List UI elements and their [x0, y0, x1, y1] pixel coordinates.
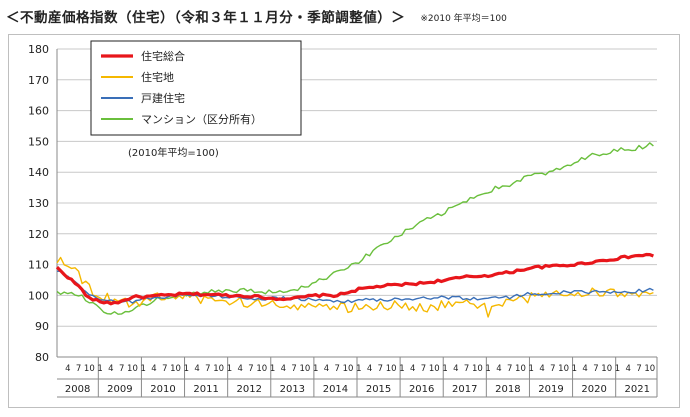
month-tick-label: 1 — [529, 364, 534, 374]
month-tick-label: 4 — [539, 364, 544, 374]
month-tick-label: 4 — [151, 364, 156, 374]
month-tick-label: 1 — [270, 364, 275, 374]
month-tick-label: 7 — [378, 364, 383, 374]
month-tick-label: 7 — [76, 364, 81, 374]
month-tick-label: 1 — [313, 364, 318, 374]
month-tick-label: 7 — [248, 364, 253, 374]
year-label: 2013 — [280, 384, 305, 395]
legend-label-0: 住宅総合 — [141, 49, 185, 63]
month-tick-label: 4 — [453, 364, 458, 374]
year-label: 2021 — [625, 384, 650, 395]
month-tick-label: 1 — [97, 364, 102, 374]
month-tick-label: 4 — [238, 364, 243, 374]
y-tick-label: 100 — [28, 289, 49, 302]
y-tick-label: 170 — [28, 74, 49, 87]
month-tick-label: 7 — [291, 364, 296, 374]
month-tick-label: 4 — [626, 364, 631, 374]
y-tick-label: 110 — [28, 259, 49, 272]
month-tick-label: 10 — [429, 364, 440, 374]
series-line-3 — [56, 142, 654, 315]
month-tick-label: 10 — [644, 364, 655, 374]
month-tick-label: 10 — [343, 364, 354, 374]
month-tick-label: 1 — [141, 364, 146, 374]
month-tick-label: 1 — [184, 364, 189, 374]
month-tick-label: 7 — [162, 364, 167, 374]
month-tick-label: 4 — [108, 364, 113, 374]
month-tick-label: 10 — [386, 364, 397, 374]
legend-label-2: 戸建住宅 — [141, 91, 185, 105]
month-tick-label: 10 — [170, 364, 181, 374]
month-tick-label: 10 — [256, 364, 267, 374]
month-tick-label: 1 — [356, 364, 361, 374]
series-line-0 — [55, 252, 654, 306]
month-tick-label: 10 — [127, 364, 138, 374]
month-tick-label: 4 — [410, 364, 415, 374]
month-tick-label: 1 — [227, 364, 232, 374]
month-tick-label: 10 — [472, 364, 483, 374]
legend-label-1: 住宅地 — [141, 70, 174, 84]
month-tick-label: 4 — [65, 364, 70, 374]
y-tick-label: 120 — [28, 228, 49, 241]
month-tick-label: 4 — [324, 364, 329, 374]
year-label: 2008 — [65, 384, 90, 395]
month-tick-label: 7 — [335, 364, 340, 374]
year-label: 2009 — [107, 384, 132, 395]
series-lines — [55, 142, 654, 318]
year-label: 2011 — [193, 384, 218, 395]
month-tick-label: 4 — [582, 364, 587, 374]
year-label: 2017 — [452, 384, 477, 395]
y-tick-label: 130 — [28, 197, 49, 210]
year-label: 2015 — [366, 384, 391, 395]
month-tick-label: 7 — [507, 364, 512, 374]
y-tick-label: 150 — [28, 135, 49, 148]
month-tick-label: 4 — [496, 364, 501, 374]
base-note-label: (2010年平均=100) — [128, 146, 219, 159]
year-label: 2018 — [495, 384, 520, 395]
month-tick-label: 1 — [572, 364, 577, 374]
month-tick-label: 4 — [194, 364, 199, 374]
y-tick-label: 180 — [28, 43, 49, 56]
month-tick-label: 10 — [558, 364, 569, 374]
chart-frame: 80 90 100 110 120 130 140 150 160 170 180 2008 4 7 10… — [8, 34, 680, 408]
y-tick-label: 90 — [35, 320, 49, 333]
month-tick-label: 7 — [119, 364, 124, 374]
y-tick-label: 140 — [28, 166, 49, 179]
year-label: 2014 — [323, 384, 348, 395]
month-tick-label: 7 — [464, 364, 469, 374]
series-line-1 — [56, 256, 654, 318]
month-tick-label: 1 — [485, 364, 490, 374]
month-tick-label: 7 — [421, 364, 426, 374]
year-label: 2010 — [150, 384, 175, 395]
month-tick-label: 7 — [205, 364, 210, 374]
legend-label-3: マンション（区分所有） — [141, 112, 262, 126]
base-year-note: ※2010 年平均＝100 — [420, 14, 507, 24]
month-tick-label: 10 — [213, 364, 224, 374]
year-label: 2016 — [409, 384, 434, 395]
year-label: 2019 — [538, 384, 563, 395]
month-tick-label: 10 — [84, 364, 95, 374]
y-axis-ticks: 80 90 100 110 120 130 140 150 160 170 180 — [28, 43, 49, 364]
month-tick-label: 7 — [593, 364, 598, 374]
chart-title: ＜不動産価格指数（住宅）（令和３年１１月分・季節調整値）＞ — [6, 10, 406, 26]
month-tick-label: 7 — [636, 364, 641, 374]
title-bar: ＜不動産価格指数（住宅）（令和３年１１月分・季節調整値）＞ ※2010 年平均＝… — [6, 6, 507, 26]
month-tick-label: 10 — [299, 364, 310, 374]
month-tick-label: 10 — [515, 364, 526, 374]
y-tick-label: 160 — [28, 105, 49, 118]
month-tick-label: 7 — [550, 364, 555, 374]
month-tick-label: 10 — [601, 364, 612, 374]
year-label: 2020 — [581, 384, 606, 395]
month-tick-label: 1 — [399, 364, 404, 374]
month-tick-label: 1 — [442, 364, 447, 374]
y-tick-label: 80 — [35, 351, 49, 364]
month-tick-label: 4 — [367, 364, 372, 374]
month-tick-label: 4 — [281, 364, 286, 374]
month-tick-label: 1 — [615, 364, 620, 374]
year-label: 2012 — [236, 384, 261, 395]
series-line-2 — [56, 270, 654, 304]
